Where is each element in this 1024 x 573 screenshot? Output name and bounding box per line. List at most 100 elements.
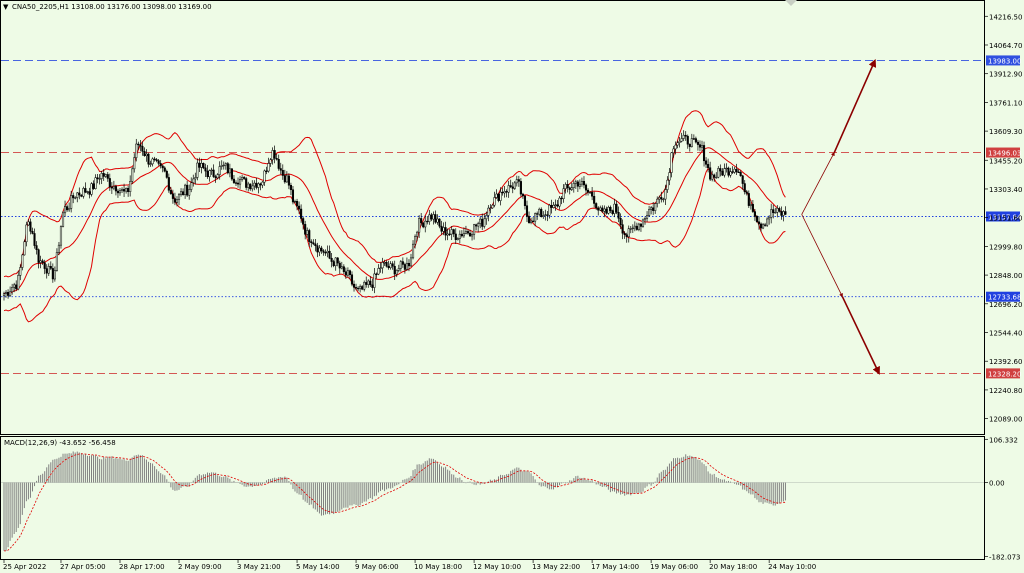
candle <box>198 157 201 173</box>
candle <box>355 283 358 291</box>
candle-body <box>782 211 785 216</box>
candle-body <box>194 177 197 180</box>
candle-body <box>161 165 164 169</box>
candle <box>228 163 231 178</box>
candle-body <box>462 233 465 237</box>
candle <box>684 131 687 141</box>
candle <box>165 169 168 179</box>
candle-body <box>100 173 103 179</box>
candle-body <box>479 218 482 224</box>
candle-body <box>224 163 227 166</box>
candle-body <box>420 218 423 224</box>
candle-body <box>580 181 583 185</box>
candle-body <box>426 220 429 223</box>
candle-body <box>182 191 185 195</box>
candle <box>576 180 579 193</box>
candle-body <box>2 293 6 296</box>
candle-body <box>359 286 362 289</box>
candle <box>68 202 71 212</box>
candle <box>239 175 242 189</box>
chart-menu-arrow[interactable]: ▼ <box>3 3 9 11</box>
candle <box>330 253 333 268</box>
candle <box>471 231 474 241</box>
candle-body <box>243 177 246 179</box>
candle <box>359 284 362 293</box>
candle <box>110 182 113 194</box>
candle-body <box>104 174 107 177</box>
candle <box>411 240 415 260</box>
candle <box>705 157 708 169</box>
candle <box>621 219 624 240</box>
candle <box>72 192 75 204</box>
candle <box>578 179 581 190</box>
candle-body <box>534 213 537 222</box>
candle-body <box>499 191 502 201</box>
candle <box>167 173 170 193</box>
macd-pane[interactable]: MACD(12,26,9) -43.652 -56.458 <box>0 436 985 560</box>
candle <box>605 206 608 215</box>
candle <box>39 255 42 269</box>
candle-body <box>735 168 738 173</box>
time-axis[interactable]: 25 Apr 2022 27 Apr 05:00 28 Apr 17:00 2 May… <box>3 559 816 571</box>
price-tick-label: 12848.00 <box>989 272 1022 280</box>
candle <box>566 180 569 193</box>
candle <box>560 195 563 205</box>
candle-body <box>568 187 571 190</box>
candle-body <box>540 208 543 217</box>
candle-body <box>548 204 551 216</box>
candle-body <box>633 225 636 229</box>
candle-body <box>228 168 231 174</box>
price-axis[interactable]: 13983.00 13496.03 13157.84 12733.68 12328.20… <box>984 13 1022 424</box>
candle <box>334 257 337 271</box>
candle-body <box>525 205 529 217</box>
candle <box>383 259 386 266</box>
candle <box>182 188 185 196</box>
candle <box>263 169 266 186</box>
candle-body <box>737 171 740 173</box>
candle-body <box>664 189 667 200</box>
candle <box>116 188 120 198</box>
candle-body <box>177 194 181 200</box>
candle-body <box>442 227 445 232</box>
candle <box>139 140 142 152</box>
candle <box>780 206 783 220</box>
candle-body <box>654 203 657 211</box>
candle-body <box>674 144 677 150</box>
candle <box>118 188 122 196</box>
candle <box>224 162 227 170</box>
candle-body <box>155 159 158 161</box>
candle <box>473 223 476 240</box>
candle-body <box>139 144 142 147</box>
price-pane[interactable]: ▼ CNA50_2205,H1 13108.00 13176.00 13098.… <box>0 0 985 435</box>
candle <box>599 205 602 212</box>
candle <box>64 200 67 217</box>
candle <box>749 200 752 210</box>
candle-body <box>424 220 427 228</box>
candle <box>375 272 378 279</box>
candle-body <box>131 168 134 182</box>
candle-body <box>666 179 669 190</box>
candle-body <box>658 197 661 200</box>
candle <box>373 267 376 294</box>
candle <box>344 267 347 279</box>
candle-body <box>249 183 252 190</box>
candle-body <box>503 191 506 194</box>
candle-body <box>680 138 683 142</box>
candle-body <box>263 170 266 183</box>
candle <box>175 196 179 207</box>
candle-body <box>163 167 166 172</box>
scroll-marker-icon[interactable] <box>785 0 797 6</box>
candle-body <box>279 168 282 171</box>
candle <box>403 262 406 274</box>
candle-body <box>656 198 659 204</box>
candle-body <box>759 223 763 229</box>
candle-body <box>660 197 663 200</box>
candle-body <box>723 168 726 176</box>
candle-body <box>355 287 358 289</box>
candle <box>458 230 461 244</box>
time-tick-label: 28 Apr 17:00 <box>119 563 165 571</box>
candle-body <box>127 187 130 192</box>
candle <box>574 179 577 189</box>
candle-body <box>688 143 691 147</box>
